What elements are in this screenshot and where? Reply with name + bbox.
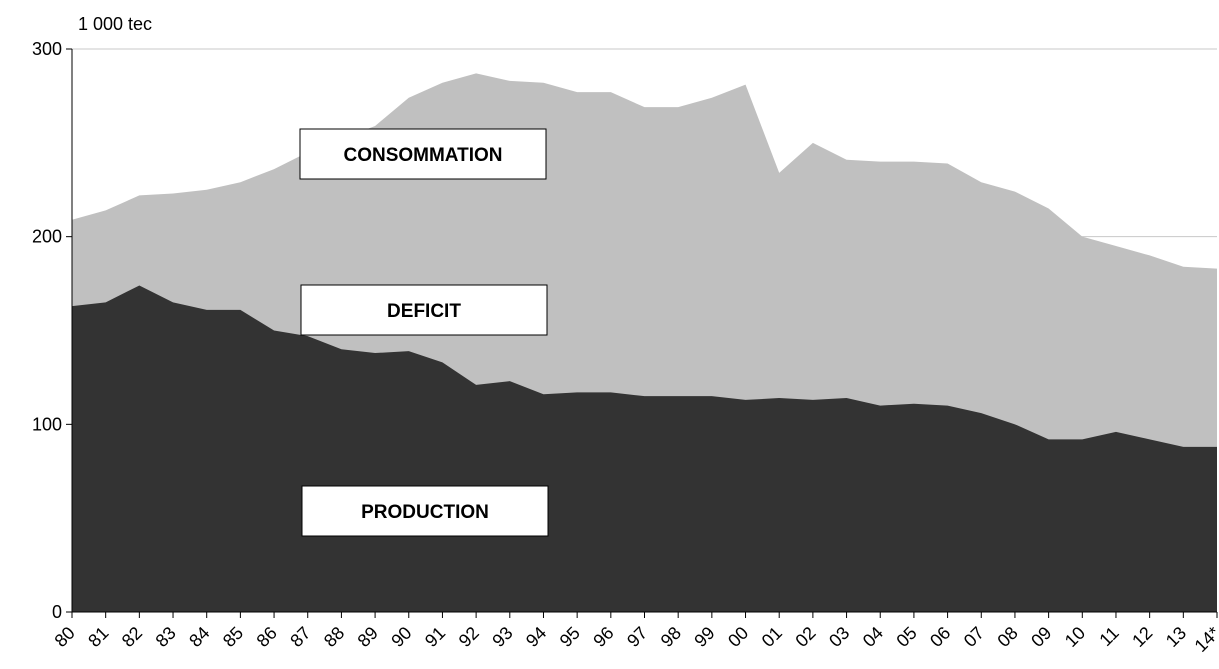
x-tick-label: 96 (589, 623, 617, 651)
x-tick-label: 02 (791, 623, 819, 651)
x-tick-label: 84 (185, 623, 213, 651)
x-tick-label: 01 (758, 623, 786, 651)
x-tick-label: 95 (556, 623, 584, 651)
y-tick-label: 200 (32, 227, 62, 247)
x-tick-label: 14* (1191, 623, 1219, 656)
x-tick-label: 83 (152, 623, 180, 651)
annotation-box: DEFICIT (300, 284, 548, 336)
x-tick-label: 97 (623, 623, 651, 651)
annotation-box: CONSOMMATION (299, 128, 547, 180)
x-tick-label: 11 (1095, 623, 1122, 650)
y-tick-label: 100 (32, 414, 62, 434)
x-tick-label: 93 (488, 623, 516, 651)
x-tick-label: 00 (724, 623, 752, 651)
x-tick-label: 12 (1128, 623, 1156, 651)
x-tick-label: 86 (253, 623, 281, 651)
annotation-frame (301, 485, 549, 537)
x-tick-label: 05 (892, 623, 920, 651)
x-tick-label: 13 (1162, 623, 1190, 651)
x-tick-label: 08 (993, 623, 1021, 651)
x-tick-label: 88 (320, 623, 348, 651)
x-tick-label: 82 (118, 623, 146, 651)
x-tick-label: 99 (690, 623, 718, 651)
annotation-frame (300, 284, 548, 336)
x-tick-label: 92 (455, 623, 483, 651)
annotation-frame (299, 128, 547, 180)
x-tick-label: 94 (522, 623, 550, 651)
annotation-label: CONSOMMATION (343, 145, 502, 166)
x-tick-label: 89 (354, 623, 382, 651)
x-tick-label: 03 (825, 623, 853, 651)
x-tick-label: 80 (51, 623, 79, 651)
x-tick-label: 98 (657, 623, 685, 651)
y-tick-label: 0 (52, 602, 62, 622)
x-tick-label: 09 (1027, 623, 1055, 651)
x-tick-label: 91 (421, 623, 449, 651)
annotation-box: PRODUCTION (301, 485, 549, 537)
x-tick-label: 87 (286, 623, 314, 651)
annotation-label: PRODUCTION (361, 502, 489, 523)
y-tick-label: 300 (32, 39, 62, 59)
x-tick-label: 10 (1061, 623, 1089, 651)
x-tick-label: 85 (219, 623, 247, 651)
x-tick-label: 06 (926, 623, 954, 651)
unit-label: 1 000 tec (78, 14, 152, 34)
x-tick-label: 04 (859, 623, 887, 651)
x-tick-label: 07 (960, 623, 988, 651)
x-tick-label: 90 (387, 623, 415, 651)
x-tick-label: 81 (84, 623, 112, 651)
annotation-label: DEFICIT (387, 301, 461, 322)
